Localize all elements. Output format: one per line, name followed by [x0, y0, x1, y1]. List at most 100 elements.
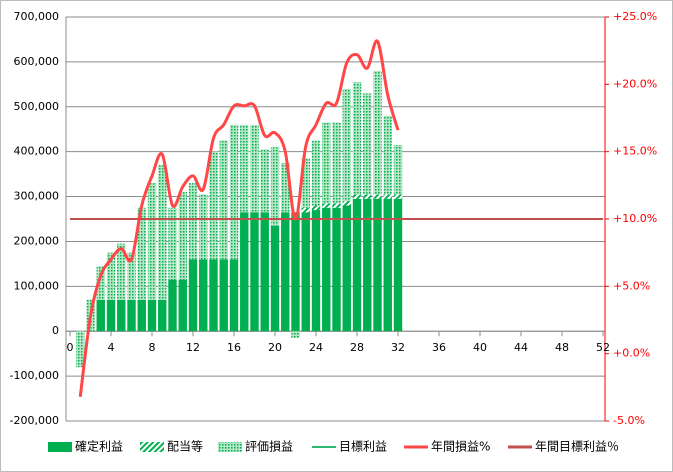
bar — [270, 147, 280, 226]
bar — [352, 198, 362, 332]
bar — [281, 212, 290, 332]
bar — [117, 299, 126, 332]
bar — [219, 140, 228, 260]
bar — [342, 88, 351, 202]
bar — [260, 212, 269, 332]
bar — [178, 192, 187, 280]
bar — [209, 259, 218, 332]
bar — [127, 252, 136, 300]
x-tick-label: 52 — [596, 341, 610, 354]
bar — [352, 82, 362, 195]
bar — [322, 122, 331, 204]
bar — [250, 212, 259, 332]
x-tick-label: 36 — [432, 341, 446, 354]
bar — [342, 201, 351, 206]
bar — [240, 212, 249, 332]
bar — [168, 207, 177, 280]
bar — [393, 144, 403, 195]
bar — [291, 212, 300, 332]
bar — [199, 194, 208, 260]
bar — [188, 183, 198, 260]
bar — [199, 259, 208, 332]
legend-label: 確定利益 — [75, 439, 123, 454]
y-tick-label: -100,000 — [10, 369, 59, 382]
bar — [301, 158, 310, 208]
legend-swatch — [48, 442, 72, 452]
bar — [229, 259, 239, 332]
y-tick-label: 300,000 — [14, 190, 60, 203]
bar — [281, 162, 290, 213]
bar — [291, 331, 300, 338]
bar — [383, 194, 392, 199]
y-tick-label: 500,000 — [14, 100, 60, 113]
bar — [147, 183, 157, 300]
x-tick-label: 40 — [473, 341, 487, 354]
bar — [270, 225, 280, 332]
bar — [363, 194, 372, 199]
bar — [106, 299, 116, 332]
x-tick-label: 4 — [108, 341, 115, 354]
bar — [76, 331, 85, 368]
y2-tick-label: +15.0% — [613, 145, 657, 158]
legend-swatch — [140, 442, 164, 452]
x-tick-label: 0 — [67, 341, 74, 354]
x-tick-label: 12 — [186, 341, 200, 354]
x-tick-label: 8 — [149, 341, 156, 354]
bar — [158, 165, 167, 300]
y2-tick-label: +20.0% — [613, 77, 657, 90]
y2-tick-label: -5.0% — [613, 414, 645, 427]
bar — [127, 299, 136, 332]
x-tick-label: 16 — [227, 341, 241, 354]
bar — [219, 259, 228, 332]
bar — [178, 279, 187, 332]
bar — [229, 124, 239, 260]
bar — [393, 198, 403, 332]
y-tick-label: 400,000 — [14, 145, 60, 158]
legend-swatch — [218, 442, 242, 452]
x-tick-label: 28 — [350, 341, 364, 354]
legend-label: 目標利益 — [339, 440, 387, 454]
bar — [342, 205, 351, 332]
x-tick-label: 44 — [514, 341, 528, 354]
bar — [352, 194, 362, 199]
bar — [260, 149, 269, 213]
x-tick-label: 20 — [268, 341, 282, 354]
bar — [137, 207, 146, 300]
bar — [96, 299, 105, 332]
bar — [301, 212, 310, 332]
bar — [96, 266, 105, 300]
bar — [311, 140, 321, 206]
x-tick-label: 32 — [391, 341, 405, 354]
bar — [332, 122, 341, 204]
bar — [332, 203, 341, 208]
bar — [373, 198, 382, 332]
x-tick-label: 48 — [555, 341, 569, 354]
bar — [147, 299, 157, 332]
bar — [322, 203, 331, 208]
legend-label: 評価損益 — [245, 439, 293, 454]
bar — [250, 124, 259, 213]
y-tick-label: 600,000 — [14, 55, 60, 68]
bar — [311, 210, 321, 332]
y-tick-label: -200,000 — [10, 414, 59, 427]
bar — [209, 151, 218, 260]
profit-pct-line — [78, 39, 400, 397]
y2-tick-label: +0.0% — [613, 347, 650, 360]
bar — [373, 70, 382, 195]
bar — [383, 115, 392, 195]
bar — [168, 279, 177, 332]
bar — [311, 205, 321, 211]
y-tick-label: 100,000 — [14, 279, 60, 292]
legend-label: 配当等 — [167, 440, 203, 454]
y-tick-label: 0 — [52, 324, 59, 337]
y-tick-label: 200,000 — [14, 234, 60, 247]
y-tick-label: 700,000 — [14, 10, 60, 23]
bar — [363, 198, 372, 332]
bar — [158, 299, 167, 332]
y2-tick-label: +5.0% — [613, 279, 650, 292]
bar — [106, 252, 116, 300]
bar — [393, 194, 403, 199]
bar — [383, 198, 392, 332]
y2-tick-label: +25.0% — [613, 10, 657, 23]
